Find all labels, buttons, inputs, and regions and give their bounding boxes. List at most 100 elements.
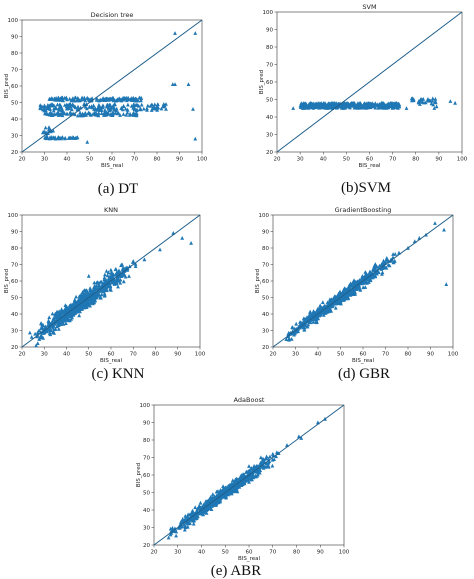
c2-data-point — [122, 271, 126, 276]
c4-data-point — [270, 451, 275, 456]
c3-y-tick-label: 90 — [262, 230, 269, 236]
c2-data-point — [35, 330, 40, 335]
c3-data-point — [308, 309, 313, 314]
c2-data-point — [102, 277, 107, 282]
c2-y-axis-label: BIS_pred — [4, 269, 10, 293]
c2-x-tick-label: 40 — [63, 352, 70, 358]
c1-x-tick-label: 90 — [435, 157, 442, 163]
c2-data-point — [78, 309, 82, 314]
c3-y-tick-label: 80 — [262, 246, 269, 252]
c1-data-point — [423, 100, 428, 105]
c2-data-point — [142, 257, 147, 262]
c0-data-point — [73, 98, 77, 103]
c1-data-point — [390, 105, 395, 110]
c3-data-point — [314, 316, 318, 321]
c3-y-tick-label: 60 — [262, 279, 269, 285]
c1-x-tick-label: 40 — [320, 157, 327, 163]
c2-data-point — [108, 283, 113, 288]
c2-data-point — [95, 290, 99, 295]
c1-data-point — [309, 101, 314, 106]
c3-data-point — [444, 282, 449, 286]
c2-data-point — [86, 273, 91, 278]
c4-data-point — [211, 495, 216, 500]
c0-data-point — [43, 104, 47, 109]
c1-data-point — [332, 102, 337, 106]
c4-data-point — [270, 457, 275, 462]
c2-data-point — [73, 306, 78, 311]
c4-data-point — [212, 502, 217, 507]
c2-data-point — [28, 330, 32, 335]
c2-data-point — [29, 334, 34, 339]
c2-data-point — [92, 298, 97, 303]
c1-data-point — [346, 103, 351, 107]
c2-data-point — [106, 270, 111, 275]
c3-data-point — [311, 309, 316, 314]
c2-data-point — [102, 275, 107, 280]
c2-y-tick-label: 30 — [11, 329, 18, 335]
c4-data-point — [203, 504, 208, 508]
c2-x-tick-label: 70 — [130, 352, 137, 358]
c1-y-tick-label: 30 — [266, 133, 273, 139]
c2-data-point — [104, 269, 109, 273]
c0-data-point — [54, 96, 58, 100]
c4-data-point — [236, 477, 241, 482]
c3-data-point — [303, 316, 307, 321]
c3-data-point — [305, 324, 310, 329]
c4-caption: (e) ABR — [211, 563, 261, 579]
c0-y-tick-label: 100 — [8, 18, 19, 24]
c2-data-point — [39, 321, 44, 326]
c2-data-point — [101, 288, 106, 293]
c0-data-point — [75, 135, 80, 140]
c1-data-point — [300, 106, 305, 110]
c0-data-point — [148, 104, 153, 108]
c0-y-tick-label: 50 — [11, 101, 18, 107]
c4-data-point — [201, 512, 205, 516]
c2-data-point — [91, 295, 96, 300]
c4-data-point — [208, 502, 212, 507]
c2-data-point — [104, 287, 108, 292]
c0-points — [38, 31, 198, 144]
c2-data-point — [38, 335, 43, 339]
c4-data-point — [264, 454, 269, 459]
c2-data-point — [105, 273, 110, 278]
c1-data-point — [385, 104, 389, 108]
c0-data-point — [126, 95, 130, 100]
c3-data-point — [317, 307, 321, 311]
c0-y-tick-label: 20 — [11, 150, 18, 156]
c1-data-point — [365, 104, 369, 109]
c2-data-point — [114, 281, 119, 286]
c0-data-point — [68, 110, 72, 115]
c1-data-point — [411, 98, 416, 103]
c2-data-point — [84, 299, 88, 304]
c0-data-point — [67, 104, 72, 108]
c2-chart-title: KNN — [104, 206, 118, 214]
c4-data-point — [221, 484, 225, 488]
c2-data-point — [133, 262, 138, 266]
c0-data-point — [146, 103, 150, 108]
c4-data-point — [182, 527, 187, 532]
c3-data-point — [342, 292, 346, 296]
c3-data-point — [326, 305, 331, 309]
c0-data-point — [139, 98, 143, 103]
c1-data-point — [328, 103, 333, 107]
c4-data-point — [239, 481, 243, 486]
c2-data-point — [111, 280, 116, 285]
c0-data-point — [50, 112, 55, 117]
c0-data-point — [114, 106, 119, 111]
c3-data-point — [346, 292, 350, 297]
c2-data-point — [74, 294, 78, 299]
c3-data-point — [375, 264, 379, 269]
c4-data-point — [191, 521, 196, 526]
c4-data-point — [208, 495, 213, 500]
c2-data-point — [62, 317, 67, 321]
c0-y-tick-label: 40 — [11, 117, 18, 123]
c0-data-point — [191, 107, 195, 111]
c4-data-point — [191, 517, 196, 522]
c1-chart-title: SVM — [362, 3, 376, 11]
c2-data-point — [116, 271, 120, 276]
c4-data-point — [234, 485, 238, 489]
c3-x-tick-label: 90 — [427, 352, 434, 358]
c0-x-tick-label: 80 — [154, 157, 161, 163]
c4-data-point — [261, 466, 266, 470]
c2-data-point — [41, 323, 46, 328]
